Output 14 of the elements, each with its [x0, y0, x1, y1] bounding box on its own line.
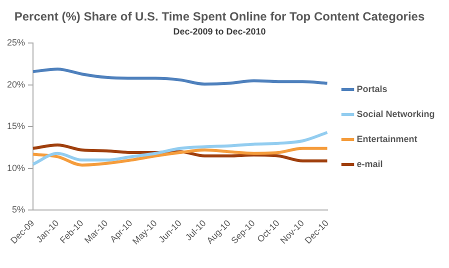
line-series — [32, 146, 329, 167]
y-tick-label: 15% — [7, 121, 26, 132]
chart-title: Percent (%) Share of U.S. Time Spent Online for Top Content Categories — [14, 10, 425, 24]
chart-subtitle: Dec-2009 to Dec-2010 — [173, 26, 266, 36]
line-series — [32, 68, 329, 86]
legend-label: Social Networking — [356, 108, 435, 119]
y-tick-label: 5% — [12, 204, 26, 215]
legend-label: Portals — [356, 84, 388, 94]
y-tick-label: 25% — [7, 38, 26, 48]
legend-label: Entertainment — [356, 134, 418, 144]
y-tick-label: 20% — [7, 79, 26, 90]
y-tick-label: 10% — [7, 162, 26, 173]
line-series — [32, 131, 329, 166]
legend-label: e-mail — [356, 158, 383, 169]
